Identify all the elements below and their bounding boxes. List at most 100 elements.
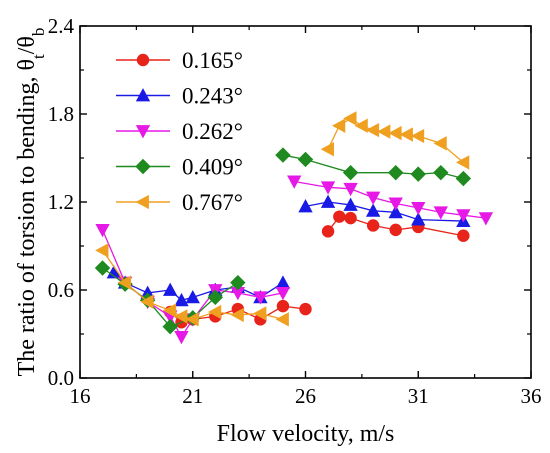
legend-label: 0.262° (182, 119, 243, 144)
data-point (95, 223, 110, 238)
data-point (321, 225, 335, 238)
legend-item: 0.767° (116, 190, 243, 215)
series-5 (95, 111, 470, 327)
data-point (207, 289, 224, 306)
data-point (320, 142, 334, 157)
series-1 (163, 210, 470, 329)
data-point (185, 289, 200, 304)
data-point (320, 194, 336, 208)
data-point (377, 124, 391, 139)
legend-item: 0.409° (116, 155, 243, 180)
data-point (433, 164, 449, 181)
legend-item: 0.243° (116, 84, 243, 109)
data-point (331, 118, 346, 133)
data-point (275, 287, 291, 301)
data-point (117, 275, 132, 290)
legend-marker (135, 158, 151, 175)
legend-label: 0.165° (182, 48, 243, 73)
data-point (354, 118, 368, 133)
data-point (365, 122, 380, 138)
data-point (276, 299, 290, 313)
data-point (387, 164, 404, 181)
x-axis-label: Flow velocity, m/s (217, 421, 395, 447)
y-axis-label-sub2: b (29, 28, 48, 37)
x-tick-label: 26 (295, 384, 316, 408)
y-axis-label: The ratio of torsion to bending, θt/θb (14, 28, 48, 377)
data-point (253, 306, 267, 321)
series-3 (95, 175, 494, 345)
x-tick-label: 16 (70, 384, 91, 408)
data-point (297, 151, 314, 168)
data-point (456, 209, 471, 223)
data-point (287, 175, 302, 189)
data-point (344, 211, 357, 225)
ticks-layer: 16 21 26 31 36 0.0 0.6 1.2 1.8 2.4 (48, 14, 542, 408)
y-axis-label-mid: /θ (14, 36, 40, 54)
x-tick-label: 31 (408, 384, 429, 408)
data-point (342, 164, 359, 181)
data-point (298, 199, 313, 213)
legend-marker (135, 194, 149, 210)
y-tick-label: 1.2 (48, 190, 74, 214)
data-point (457, 229, 470, 242)
data-point (94, 260, 111, 276)
data-point (140, 294, 154, 309)
legend-item: 0.262° (116, 119, 243, 144)
data-point (399, 127, 413, 142)
data-point (411, 212, 426, 226)
data-point (174, 292, 189, 307)
legend-marker (135, 88, 151, 102)
data-point (455, 170, 472, 187)
data-point (230, 307, 244, 323)
data-point (411, 201, 426, 216)
data-point (366, 219, 380, 232)
data-point (388, 197, 403, 211)
data-point (275, 312, 289, 327)
y-tick-label: 0.0 (48, 366, 74, 390)
data-point (299, 302, 312, 316)
data-point (410, 166, 426, 182)
data-point (174, 331, 189, 345)
y-tick-label: 0.6 (48, 278, 74, 302)
data-point (343, 197, 358, 211)
data-point (207, 304, 222, 320)
y-axis-label-prefix: The ratio of torsion to bending, θ (14, 59, 40, 376)
data-point (162, 318, 178, 335)
legend-marker (135, 125, 151, 139)
y-axis-label-sub1: t (29, 54, 48, 59)
data-point (95, 243, 109, 258)
data-point (343, 182, 358, 197)
data-point (275, 275, 291, 289)
y-tick-label: 2.4 (48, 14, 75, 38)
data-point (478, 212, 494, 226)
data-point (253, 291, 268, 305)
data-point (365, 191, 381, 205)
legend-label: 0.409° (182, 155, 243, 180)
data-point (410, 128, 425, 144)
legend-marker (136, 53, 150, 67)
x-tick-label: 21 (182, 384, 203, 408)
legend-label: 0.767° (182, 190, 243, 215)
data-point (433, 136, 447, 151)
data-point (365, 203, 381, 217)
legend-item: 0.165° (116, 48, 243, 73)
data-point (388, 204, 403, 219)
plot-layer (94, 111, 494, 345)
data-point (433, 206, 448, 220)
legend-label: 0.243° (182, 84, 243, 109)
y-tick-label: 1.8 (48, 102, 74, 126)
data-point (185, 312, 199, 327)
data-point (230, 274, 246, 291)
data-point (389, 223, 402, 237)
data-point (343, 111, 357, 126)
data-point (388, 125, 402, 141)
data-point (456, 155, 470, 170)
legend: 0.165° 0.243° 0.262° 0.409° 0.767° (116, 48, 243, 215)
data-point (174, 309, 188, 324)
data-point (333, 210, 346, 223)
data-point (163, 282, 178, 296)
series-line (113, 271, 284, 301)
data-point (275, 147, 291, 163)
